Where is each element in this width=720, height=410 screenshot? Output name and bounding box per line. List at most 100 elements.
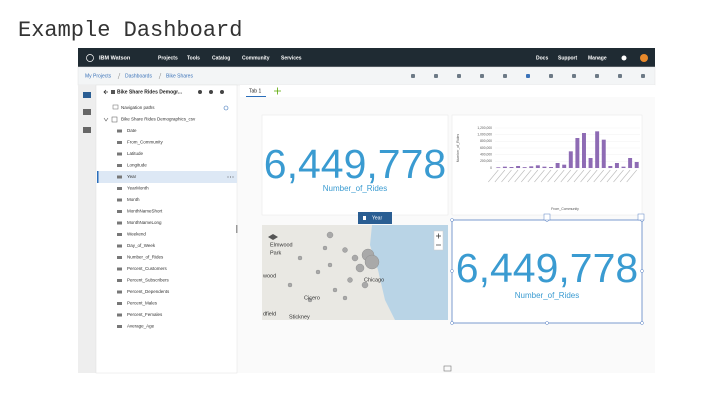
- map-point[interactable]: [355, 263, 365, 273]
- toolbar-icon[interactable]: [618, 74, 622, 78]
- breadcrumb-link[interactable]: Bike Shares: [166, 73, 193, 79]
- resize-handle[interactable]: [450, 269, 454, 273]
- breadcrumb-link[interactable]: My Projects: [85, 73, 112, 79]
- panel-action[interactable]: [198, 90, 202, 94]
- field[interactable]: Latitude: [127, 151, 144, 156]
- map-point[interactable]: [332, 287, 338, 293]
- panel-action[interactable]: [209, 90, 213, 94]
- nav-item[interactable]: Support: [558, 55, 577, 61]
- resize-handle[interactable]: [640, 269, 644, 273]
- toolbar-icon[interactable]: [434, 74, 438, 78]
- zoom-control[interactable]: [433, 230, 444, 251]
- map-point[interactable]: [315, 269, 321, 275]
- field[interactable]: Percent_Females: [127, 312, 163, 317]
- toolbar-icon[interactable]: [595, 74, 599, 78]
- map-point[interactable]: [342, 247, 348, 253]
- field[interactable]: MonthNameLong: [127, 220, 162, 225]
- field[interactable]: Year: [127, 174, 137, 179]
- field-icon: [117, 233, 122, 236]
- filter-chip[interactable]: [358, 212, 392, 224]
- field-icon: [117, 302, 122, 305]
- breadcrumb-link[interactable]: Dashboards: [125, 73, 152, 79]
- map-point[interactable]: [347, 277, 353, 283]
- move-handle[interactable]: [543, 213, 551, 221]
- map-label: Park: [270, 250, 282, 256]
- field[interactable]: Average_Age: [127, 324, 155, 329]
- nav-item[interactable]: Services: [281, 55, 302, 61]
- rail-icon[interactable]: [83, 109, 91, 115]
- resize-handle[interactable]: [640, 321, 644, 325]
- toolbar-icon[interactable]: [526, 74, 530, 78]
- field[interactable]: Percent_Subscribers: [127, 278, 170, 283]
- nav-item[interactable]: Community: [242, 55, 270, 61]
- bar: [582, 133, 586, 168]
- field-icon: [117, 164, 122, 167]
- kpi-widget[interactable]: [261, 114, 449, 216]
- map-point[interactable]: [327, 262, 333, 268]
- field[interactable]: MonthNameShort: [127, 209, 163, 214]
- rail-icon[interactable]: [83, 92, 91, 98]
- field[interactable]: Longitude: [127, 163, 147, 168]
- zoom-in[interactable]: [436, 233, 441, 239]
- field[interactable]: From_Community: [127, 140, 164, 145]
- field[interactable]: Date: [127, 128, 137, 133]
- rail-icon[interactable]: [83, 127, 91, 133]
- expand-handle[interactable]: [637, 213, 645, 221]
- toolbar-icon[interactable]: [457, 74, 461, 78]
- tab[interactable]: Tab 1: [249, 88, 261, 94]
- map-point[interactable]: [287, 282, 293, 288]
- y-tick-label: 400,000: [480, 153, 492, 157]
- tree-item[interactable]: Bike Share Rides Demographics_csv: [121, 117, 196, 122]
- kpi-widget-selected[interactable]: [451, 219, 643, 324]
- field[interactable]: Day_of_Week: [127, 243, 156, 248]
- field[interactable]: Number_of_Rides: [127, 255, 164, 260]
- avatar[interactable]: [640, 54, 648, 62]
- field[interactable]: Month: [127, 197, 140, 202]
- map-point[interactable]: [307, 297, 313, 303]
- map-point[interactable]: [322, 245, 328, 251]
- map-point[interactable]: [364, 254, 380, 270]
- row-menu[interactable]: [227, 176, 229, 178]
- nav-item[interactable]: Catalog: [212, 55, 230, 61]
- field[interactable]: Weekend: [127, 232, 146, 237]
- toolbar-icon[interactable]: [503, 74, 507, 78]
- map-point[interactable]: [351, 254, 359, 262]
- back-arrow[interactable]: [103, 89, 108, 95]
- map-point[interactable]: [297, 255, 303, 261]
- field[interactable]: YearMonth: [127, 186, 149, 191]
- toolbar-icon[interactable]: [572, 74, 576, 78]
- x-axis-title: From_Community: [551, 207, 579, 211]
- resize-handle[interactable]: [545, 321, 549, 325]
- x-tick-stub: [521, 169, 532, 183]
- notification-icon[interactable]: [621, 55, 627, 61]
- resize-handle[interactable]: [450, 218, 454, 222]
- field[interactable]: Percent_Males: [127, 301, 158, 306]
- toolbar-icon[interactable]: [411, 74, 415, 78]
- map-point[interactable]: [361, 281, 369, 289]
- add-tab[interactable]: [274, 87, 281, 95]
- toolbar-icon[interactable]: [480, 74, 484, 78]
- filter-chip-label[interactable]: Year: [372, 215, 382, 221]
- row-menu[interactable]: [230, 176, 231, 178]
- nav-item[interactable]: Manage: [588, 55, 607, 61]
- source-icon: [111, 90, 115, 94]
- nav-item[interactable]: Projects: [158, 55, 178, 61]
- nav-item[interactable]: Docs: [536, 55, 548, 61]
- map-point[interactable]: [342, 295, 348, 301]
- panel-action[interactable]: [220, 90, 224, 94]
- layers-icon[interactable]: [268, 234, 278, 240]
- field-icon: [117, 198, 122, 202]
- toolbar-icon[interactable]: [641, 74, 645, 78]
- footer-icon[interactable]: [443, 365, 452, 372]
- row-menu[interactable]: [232, 176, 234, 178]
- x-tick-stub: [573, 169, 585, 183]
- field[interactable]: Percent_Dependents: [127, 289, 170, 294]
- resize-handle[interactable]: [450, 321, 454, 325]
- map-point[interactable]: [326, 231, 334, 239]
- field[interactable]: Percent_Customers: [127, 266, 168, 271]
- toolbar-icon[interactable]: [549, 74, 553, 78]
- bar-widget[interactable]: [451, 114, 643, 216]
- tree-item[interactable]: Navigation paths: [121, 105, 155, 110]
- x-tick-stub: [507, 169, 519, 183]
- nav-item[interactable]: Tools: [187, 55, 200, 61]
